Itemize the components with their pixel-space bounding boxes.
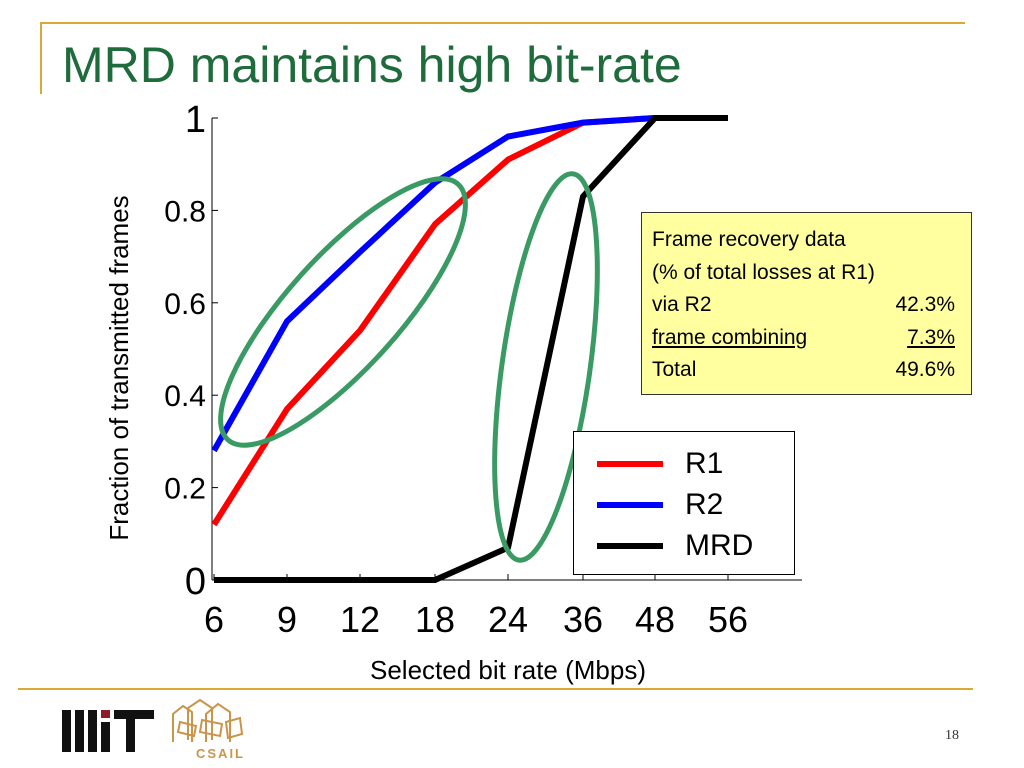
y-tick-label: 0.4 xyxy=(164,380,206,413)
chart-series xyxy=(211,115,728,583)
info-row-label: Total xyxy=(652,358,697,381)
x-axis-label: Selected bit rate (Mbps) xyxy=(370,655,646,685)
info-row-frame-combining: frame combining 7.3% xyxy=(652,322,955,355)
y-tick-label: 0 xyxy=(185,561,206,603)
mit-logo xyxy=(62,710,154,752)
y-tick-label: 1 xyxy=(185,99,206,141)
slide-title: MRD maintains high bit-rate xyxy=(62,37,682,93)
chart-legend: R1 R2 MRD xyxy=(573,431,795,575)
chart-ticks: 0 0.2 0.4 0.6 0.8 1 6 9 12 18 24 36 48 56 xyxy=(164,99,748,640)
frame-recovery-info-box: Frame recovery data (% of total losses a… xyxy=(641,212,972,395)
title-rule-top xyxy=(40,22,965,24)
legend-label-r2: R2 xyxy=(685,488,724,521)
info-row-label: frame combining xyxy=(652,325,808,349)
y-axis-label: Fraction of transmitted frames xyxy=(104,195,134,540)
x-tick-label: 24 xyxy=(488,599,528,640)
legend-swatch-r1 xyxy=(597,461,663,467)
x-tick-label: 48 xyxy=(635,599,675,640)
series-line-mrd xyxy=(214,115,728,583)
info-row-via-r2: via R2 42.3% xyxy=(652,289,955,322)
y-tick-label: 0.2 xyxy=(164,473,206,506)
legend-item-r2: R2 xyxy=(574,485,794,525)
y-tick-label: 0.8 xyxy=(164,195,206,228)
left-cluster-ellipse xyxy=(218,176,468,448)
csail-logo-text: CSAIL xyxy=(196,746,245,761)
info-row-value: 42.3% xyxy=(895,293,955,316)
title-rule-left xyxy=(40,22,42,94)
x-tick-label: 6 xyxy=(204,599,224,640)
legend-swatch-r2 xyxy=(597,502,663,508)
page-number: 18 xyxy=(945,728,959,743)
series-line-r2 xyxy=(211,115,728,453)
legend-swatch-mrd xyxy=(597,543,663,549)
csail-logo: CSAIL xyxy=(172,698,245,761)
legend-label-mrd: MRD xyxy=(685,529,754,562)
chart-annotations xyxy=(218,171,600,563)
x-tick-label: 36 xyxy=(563,599,603,640)
info-row-value: 7.3% xyxy=(907,325,955,349)
info-row-value: 49.6% xyxy=(895,358,955,381)
info-box-subheading: (% of total losses at R1) xyxy=(652,260,875,284)
info-row-total: Total 49.6% xyxy=(652,354,955,387)
legend-item-r1: R1 xyxy=(574,444,794,484)
legend-item-mrd: MRD xyxy=(574,526,794,566)
x-tick-label: 18 xyxy=(415,599,455,640)
x-tick-label: 56 xyxy=(708,599,748,640)
info-row-label: via R2 xyxy=(652,293,712,316)
legend-label-r1: R1 xyxy=(685,447,724,480)
mrd-transition-ellipse xyxy=(492,171,600,563)
info-box-heading: Frame recovery data xyxy=(652,228,846,251)
x-tick-label: 12 xyxy=(340,599,380,640)
y-tick-label: 0.6 xyxy=(164,288,206,321)
bitrate-chart: 0 0.2 0.4 0.6 0.8 1 6 9 12 18 24 36 48 56 Fraction of… xyxy=(104,99,802,685)
x-tick-label: 9 xyxy=(277,599,297,640)
footer-rule xyxy=(18,688,973,690)
